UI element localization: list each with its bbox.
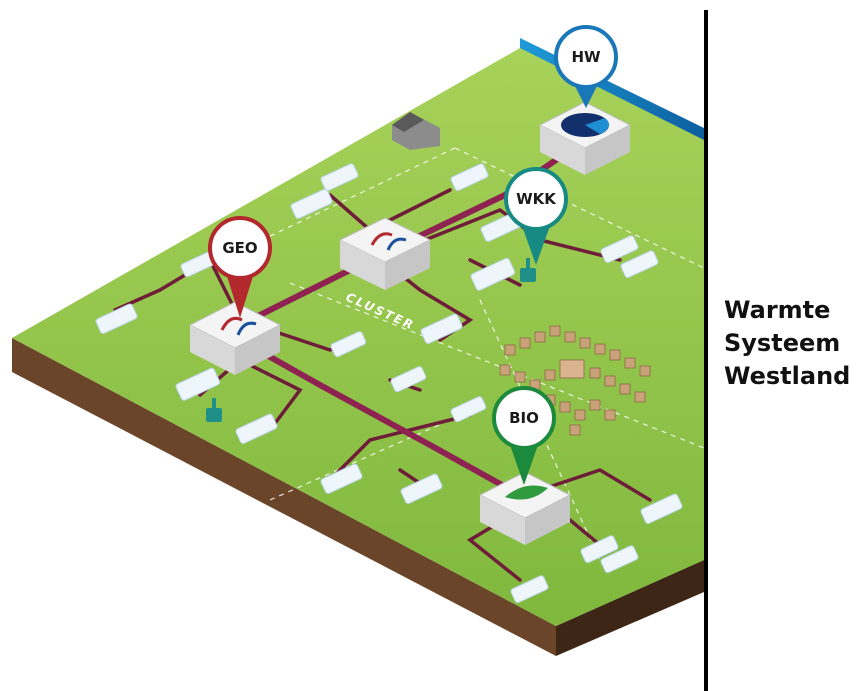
pin-wkk: WKK: [504, 167, 568, 265]
pin-geo: GEO: [208, 216, 272, 318]
title-line-1: Warmte: [724, 296, 831, 324]
title-line-2: Systeem: [724, 329, 841, 357]
pin-hw-ring: [554, 25, 618, 89]
title-line-3: Westland: [724, 362, 851, 390]
pin-wkk-ring: [504, 167, 568, 231]
greenhouses: [95, 163, 683, 604]
plant-center: [338, 217, 432, 290]
pin-bio: BIO: [492, 386, 556, 485]
residential-area: [499, 325, 651, 436]
pin-bio-ring: [492, 386, 556, 450]
pin-hw-label: HW: [571, 48, 601, 66]
plant-bio: [478, 471, 572, 545]
house-icon: [392, 112, 440, 150]
main-pipe: [237, 137, 588, 498]
soil-right: [556, 560, 704, 656]
soil-front: [12, 338, 556, 656]
plant-hw: [538, 101, 632, 175]
pin-hw: HW: [554, 25, 618, 108]
plant-geo: [188, 301, 282, 375]
page-title: Warmte Systeem Westland: [724, 294, 860, 393]
vertical-divider: [704, 10, 708, 691]
generator-wkk: [520, 258, 536, 282]
pin-geo-label: GEO: [222, 239, 257, 257]
pin-wkk-label: WKK: [516, 190, 557, 208]
pin-bio-label: BIO: [509, 409, 539, 427]
generator-geo: [206, 398, 222, 422]
pin-geo-ring: [208, 216, 272, 280]
